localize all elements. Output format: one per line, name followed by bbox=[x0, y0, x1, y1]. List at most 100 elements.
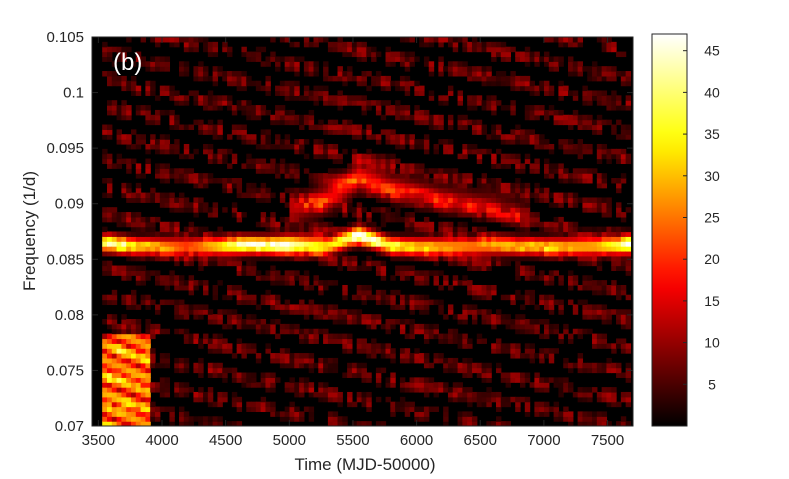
heatmap-cell bbox=[563, 323, 569, 330]
heatmap-cell bbox=[327, 212, 334, 218]
heatmap-cell bbox=[145, 143, 151, 150]
heatmap-cell bbox=[366, 178, 372, 184]
heatmap-cell bbox=[534, 134, 540, 140]
heatmap-cell bbox=[289, 226, 295, 233]
heatmap-cell bbox=[361, 207, 367, 213]
heatmap-cell bbox=[183, 95, 190, 101]
heatmap-cell bbox=[236, 343, 243, 349]
heatmap-cell bbox=[548, 246, 555, 252]
heatmap-cell bbox=[231, 401, 238, 408]
heatmap-cell bbox=[462, 319, 468, 325]
heatmap-cell bbox=[606, 66, 612, 72]
heatmap-cell bbox=[327, 255, 334, 262]
heatmap-cell bbox=[111, 80, 118, 87]
heatmap-cell bbox=[553, 226, 560, 233]
heatmap-cell bbox=[409, 270, 415, 276]
heatmap-cell bbox=[366, 212, 372, 218]
heatmap-cell bbox=[111, 319, 118, 325]
heatmap-cell bbox=[150, 328, 156, 335]
heatmap-cell bbox=[399, 216, 406, 223]
heatmap-cell bbox=[409, 309, 415, 315]
heatmap-cell bbox=[131, 75, 137, 82]
heatmap-cell bbox=[558, 255, 564, 262]
heatmap-cell bbox=[198, 304, 204, 310]
heatmap-cell bbox=[385, 85, 391, 92]
heatmap-cell bbox=[572, 61, 579, 67]
heatmap-cell bbox=[447, 124, 454, 130]
heatmap-cell bbox=[126, 333, 132, 340]
heatmap-cell bbox=[371, 75, 377, 82]
heatmap-cell bbox=[289, 197, 295, 203]
heatmap-cell bbox=[313, 212, 319, 218]
heatmap-cell bbox=[126, 411, 132, 417]
heatmap-cell bbox=[419, 406, 425, 413]
heatmap-cell bbox=[582, 168, 588, 174]
heatmap-cell bbox=[270, 226, 276, 233]
heatmap-cell bbox=[587, 207, 593, 213]
heatmap-cell bbox=[577, 124, 584, 130]
heatmap-cell bbox=[111, 357, 118, 364]
heatmap-cell bbox=[399, 51, 406, 58]
heatmap-cell bbox=[217, 260, 223, 267]
heatmap-cell bbox=[529, 85, 535, 92]
heatmap-cell bbox=[121, 109, 127, 116]
heatmap-cell bbox=[121, 134, 127, 140]
heatmap-cell bbox=[150, 348, 156, 354]
heatmap-cell bbox=[592, 416, 598, 422]
heatmap-cell bbox=[366, 348, 372, 354]
heatmap-cell bbox=[135, 173, 142, 179]
heatmap-cell bbox=[145, 216, 151, 223]
heatmap-cell bbox=[481, 246, 487, 252]
heatmap-cell bbox=[222, 178, 228, 184]
heatmap-cell bbox=[366, 260, 372, 267]
heatmap-cell bbox=[159, 192, 166, 199]
heatmap-cell bbox=[106, 406, 113, 413]
heatmap-cell bbox=[212, 129, 219, 135]
x-tick-label: 7500 bbox=[591, 432, 624, 449]
heatmap-cell bbox=[126, 255, 132, 262]
heatmap-cell bbox=[395, 197, 401, 203]
heatmap-cell bbox=[356, 231, 363, 237]
heatmap-cell bbox=[452, 387, 459, 393]
heatmap-cell bbox=[207, 362, 214, 369]
heatmap-cell bbox=[366, 265, 372, 271]
heatmap-cell bbox=[131, 197, 137, 203]
heatmap-cell bbox=[611, 100, 617, 106]
heatmap-cell bbox=[102, 348, 108, 354]
heatmap-cell bbox=[131, 270, 137, 276]
heatmap-cell bbox=[135, 353, 142, 359]
heatmap-cell bbox=[471, 255, 478, 262]
heatmap-cell bbox=[236, 265, 243, 271]
heatmap-cell bbox=[294, 411, 300, 417]
heatmap-cell bbox=[236, 250, 243, 257]
heatmap-cell bbox=[255, 236, 262, 242]
heatmap-cell bbox=[544, 255, 550, 262]
heatmap-cell bbox=[183, 41, 190, 48]
heatmap-cell bbox=[380, 216, 387, 223]
heatmap-cell bbox=[510, 353, 516, 359]
heatmap-cell bbox=[606, 158, 612, 165]
heatmap-cell bbox=[236, 299, 243, 306]
heatmap-cell bbox=[438, 333, 444, 340]
heatmap-cell bbox=[380, 187, 387, 194]
heatmap-cell bbox=[572, 280, 579, 286]
heatmap-cell bbox=[558, 114, 564, 121]
heatmap-cell bbox=[390, 182, 396, 189]
heatmap-cell bbox=[121, 387, 127, 393]
heatmap-cell bbox=[265, 216, 271, 223]
heatmap-cell bbox=[106, 178, 113, 184]
heatmap-cell bbox=[495, 212, 502, 218]
heatmap-cell bbox=[462, 357, 468, 364]
heatmap-cell bbox=[476, 187, 483, 194]
heatmap-cell bbox=[255, 46, 262, 53]
heatmap-cell bbox=[294, 85, 300, 92]
heatmap-cell bbox=[414, 182, 420, 189]
heatmap-cell bbox=[414, 197, 420, 203]
heatmap-cell bbox=[140, 377, 146, 383]
heatmap-cell bbox=[452, 231, 459, 237]
heatmap-cell bbox=[164, 90, 171, 96]
heatmap-cell bbox=[241, 294, 247, 301]
heatmap-cell bbox=[198, 246, 204, 252]
heatmap-cell bbox=[481, 367, 487, 374]
heatmap-cell bbox=[284, 309, 291, 315]
